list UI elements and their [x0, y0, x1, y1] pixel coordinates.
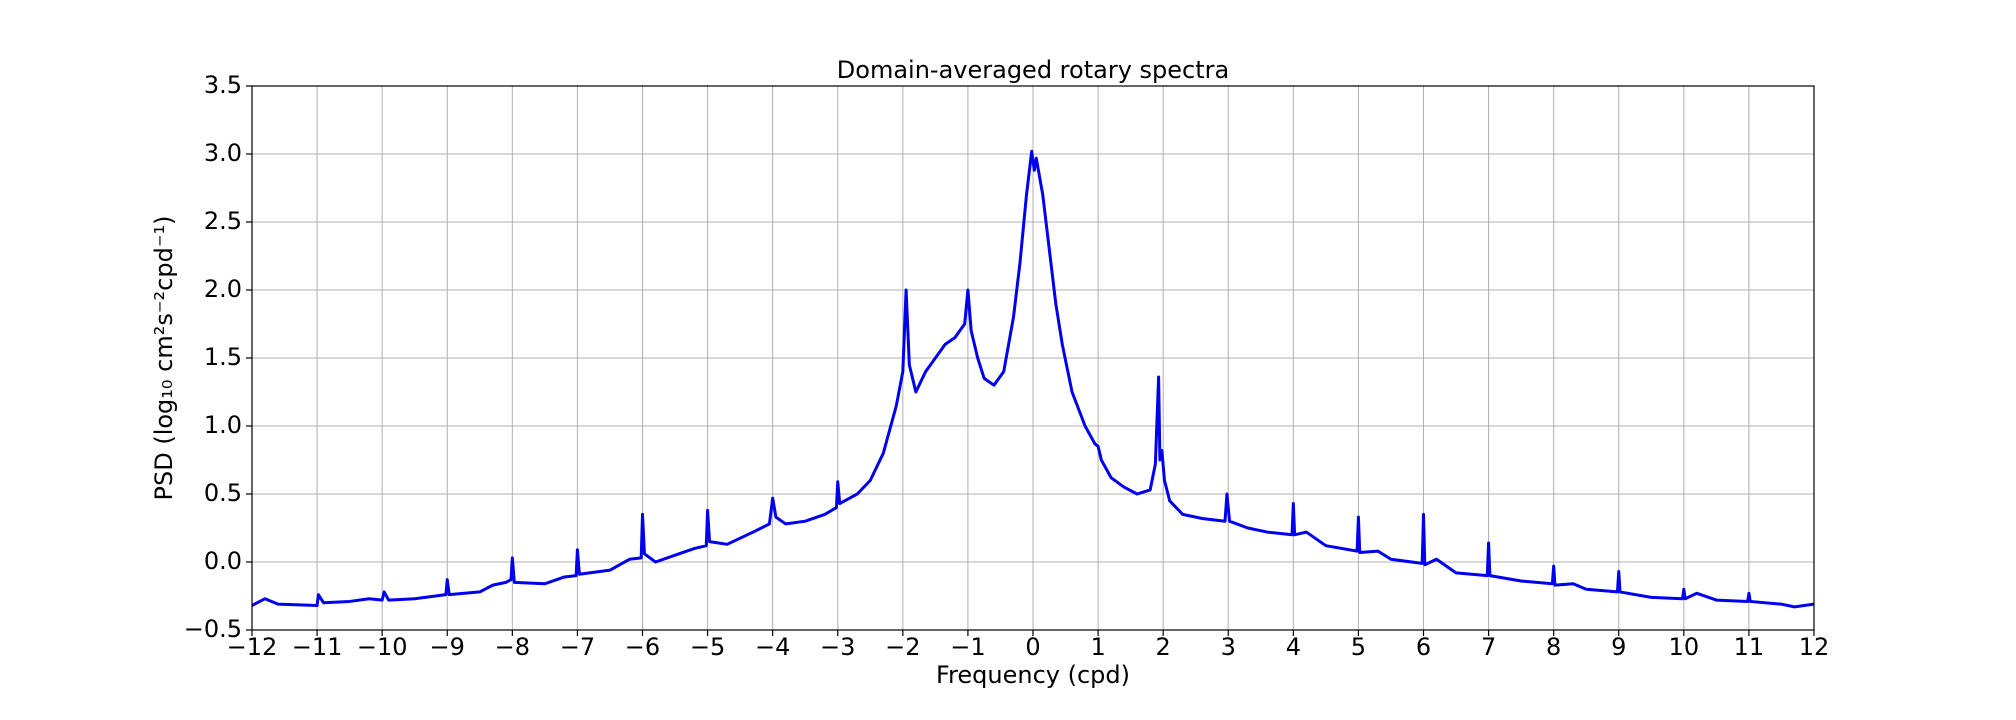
x-tick-label: 6	[1416, 633, 1431, 661]
chart-title: Domain-averaged rotary spectra	[837, 56, 1229, 84]
x-tick-label: −9	[430, 633, 465, 661]
x-tick-label: 7	[1481, 633, 1496, 661]
x-tick-label: −7	[560, 633, 595, 661]
y-axis-label: PSD (log₁₀ cm²s⁻²cpd⁻¹)	[150, 216, 178, 501]
y-tick-label: 1.0	[204, 411, 242, 439]
x-tick-label: 3	[1221, 633, 1236, 661]
x-tick-label: −5	[690, 633, 725, 661]
x-tick-label: 12	[1799, 633, 1830, 661]
spectrum-line	[251, 149, 1815, 609]
x-tick-label: 2	[1156, 633, 1171, 661]
x-tick-label: −10	[357, 633, 408, 661]
x-tick-label: −2	[885, 633, 920, 661]
x-tick-label: 0	[1025, 633, 1040, 661]
y-tick-label: 1.5	[204, 343, 242, 371]
x-tick-label: −1	[950, 633, 985, 661]
x-tick-label: 1	[1090, 633, 1105, 661]
y-tick-label: −0.5	[184, 615, 242, 643]
y-tick-label: 3.0	[204, 139, 242, 167]
y-tick-label: 0.0	[204, 547, 242, 575]
y-tick-label: 3.5	[204, 71, 242, 99]
x-axis-label: Frequency (cpd)	[936, 661, 1130, 689]
y-tick-label: 0.5	[204, 479, 242, 507]
x-tick-label: −11	[292, 633, 343, 661]
x-tick-label: 10	[1669, 633, 1700, 661]
x-tick-label: 11	[1734, 633, 1765, 661]
x-tick-label: 9	[1611, 633, 1626, 661]
x-tick-label: −8	[495, 633, 530, 661]
plot-frame	[251, 85, 1815, 631]
y-tick-label: 2.5	[204, 207, 242, 235]
y-tick-label: 2.0	[204, 275, 242, 303]
x-tick-label: −3	[820, 633, 855, 661]
x-tick-label: 8	[1546, 633, 1561, 661]
x-tick-label: −4	[755, 633, 790, 661]
x-tick-label: 4	[1286, 633, 1301, 661]
x-tick-label: −12	[227, 633, 278, 661]
x-tick-label: −6	[625, 633, 660, 661]
x-tick-label: 5	[1351, 633, 1366, 661]
